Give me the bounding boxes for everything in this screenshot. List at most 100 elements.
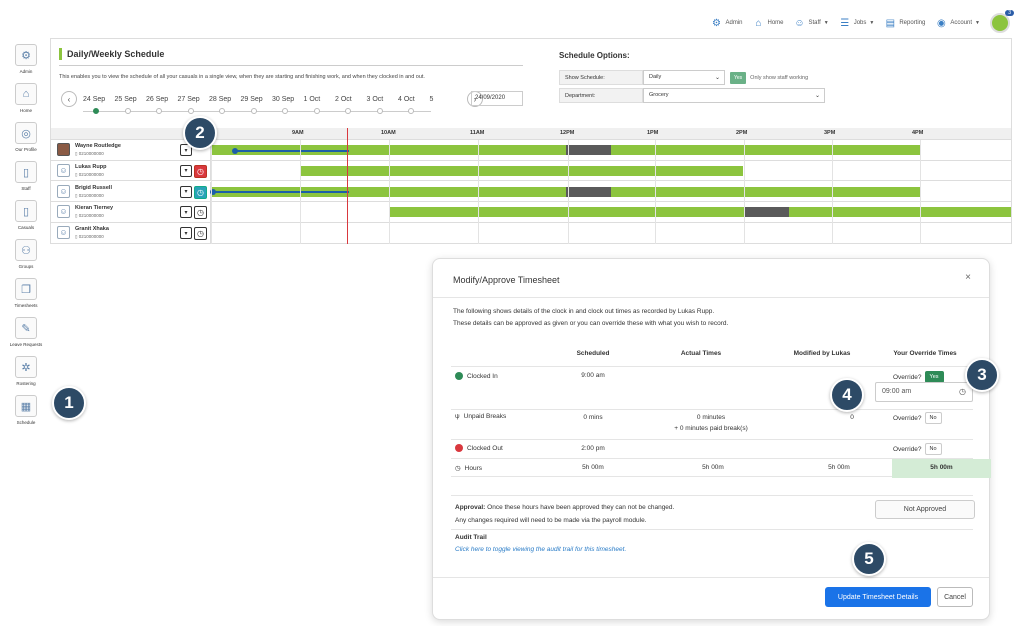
- sidebar-item-schedule[interactable]: ▦ Schedule: [6, 395, 46, 434]
- date-item[interactable]: 26 Sep: [146, 95, 169, 103]
- prev-date-button[interactable]: ‹: [61, 91, 77, 107]
- date-item[interactable]: 28 Sep: [209, 95, 232, 103]
- date-item[interactable]: 2 Oct: [335, 95, 352, 103]
- date-item[interactable]: 30 Sep: [272, 95, 295, 103]
- shift-bar[interactable]: [211, 145, 566, 155]
- staff-name[interactable]: Brigid Russell: [75, 184, 112, 191]
- nav-account[interactable]: ◉ Account ▼: [936, 17, 980, 29]
- staff-dropdown-button[interactable]: ▾: [180, 206, 192, 219]
- hour-label: 3PM: [824, 130, 836, 136]
- show-schedule-select[interactable]: Daily ⌄: [643, 70, 725, 85]
- date-dot[interactable]: [345, 108, 351, 114]
- break-bar[interactable]: [566, 145, 611, 155]
- sidebar-item-home[interactable]: ⌂ Home: [6, 83, 46, 122]
- divider: [451, 495, 973, 496]
- date-dot[interactable]: [282, 108, 288, 114]
- date-item[interactable]: 24 Sep: [83, 95, 106, 103]
- shift-bar[interactable]: [611, 145, 921, 155]
- staff-cell: ☺ Brigid Russell ▯ 0210000000 ▾ ◷: [51, 181, 211, 202]
- date-item[interactable]: 3 Oct: [366, 95, 384, 103]
- date-input[interactable]: 24/09/2020: [471, 91, 523, 106]
- date-item[interactable]: 1 Oct: [303, 95, 321, 103]
- callout-1: 1: [52, 386, 86, 420]
- staff-name[interactable]: Wayne Routledge: [75, 143, 121, 149]
- date-dot[interactable]: [156, 108, 162, 114]
- approval-status-button[interactable]: Not Approved: [875, 500, 975, 519]
- staff-dropdown-button[interactable]: ▾: [180, 164, 192, 177]
- avatar: ☺: [57, 226, 70, 240]
- date-dot[interactable]: [376, 108, 383, 114]
- staff-phone-number: 0210000000: [78, 151, 104, 156]
- date-dot[interactable]: [408, 108, 414, 114]
- nav-reporting[interactable]: ▤ Reporting: [885, 17, 926, 29]
- nav-home[interactable]: ⌂ Home: [753, 17, 783, 29]
- date-item[interactable]: 4 Oct: [398, 95, 415, 103]
- nav-staff[interactable]: ☺ Staff ▼: [794, 17, 829, 29]
- break-bar[interactable]: [744, 207, 789, 218]
- shift-bar[interactable]: [211, 186, 566, 197]
- timesheet-clock-button[interactable]: ◷: [194, 227, 207, 241]
- admin-icon: ⚙: [712, 17, 721, 29]
- date-dot[interactable]: [187, 108, 194, 114]
- staff-phone-number: 0210000000: [78, 171, 104, 177]
- staff-cell: ☺ Kieran Tierney ▯ 0210000000 ▾ ◷: [51, 202, 211, 222]
- staff-dropdown-button[interactable]: ▾: [180, 227, 192, 240]
- override-toggle[interactable]: No: [924, 412, 942, 424]
- override-toggle[interactable]: No: [924, 443, 942, 455]
- date-dot[interactable]: [124, 108, 131, 114]
- timesheet-clock-button[interactable]: ◷: [194, 206, 207, 220]
- date-dot[interactable]: [313, 108, 320, 114]
- sidebar-item-our-profile[interactable]: ◎ Our Profile: [6, 122, 46, 161]
- staff-name[interactable]: Lukas Rupp: [75, 163, 107, 170]
- staff-cell: ☺ Granit Xhaka ▯ 0210000000 ▾ ◷: [51, 223, 211, 243]
- header-override: Your Override Times: [893, 350, 957, 357]
- sidebar-item-rostering[interactable]: ✲ Rostering: [6, 356, 46, 395]
- hour-label: 2PM: [736, 130, 748, 136]
- home-icon: ⌂: [755, 17, 762, 29]
- staff-phone-number: 0210000000: [78, 192, 104, 198]
- date-item[interactable]: 29 Sep: [240, 95, 263, 103]
- sidebar-item-admin[interactable]: ⚙ Admin: [6, 44, 46, 83]
- nav-jobs[interactable]: ☰ Jobs ▼: [840, 17, 875, 29]
- timesheet-clock-button[interactable]: ◷: [194, 164, 207, 178]
- staff-dropdown-button[interactable]: ▾: [180, 185, 192, 198]
- avatar: ☺: [57, 205, 70, 219]
- sidebar-item-casuals[interactable]: ▯ Casuals: [6, 200, 46, 239]
- sidebar-item-leave-requests[interactable]: ✎ Leave Requests: [6, 317, 46, 356]
- user-avatar[interactable]: 3: [990, 10, 1014, 33]
- modal-description-1: The following shows details of the clock…: [453, 308, 715, 315]
- shift-bar[interactable]: [389, 207, 744, 218]
- audit-trail-title: Audit Trail: [455, 534, 487, 541]
- shift-bar[interactable]: [300, 165, 743, 176]
- shift-bar[interactable]: [789, 207, 1011, 218]
- date-dot[interactable]: [250, 108, 257, 114]
- timesheet-clock-button[interactable]: ◷: [194, 185, 207, 199]
- update-timesheet-button[interactable]: Update Timesheet Details: [825, 587, 931, 607]
- current-time-line: [347, 128, 348, 244]
- department-select[interactable]: Grocery ⌄: [643, 88, 825, 103]
- only-working-label: Only show staff working: [750, 74, 809, 81]
- grid-line: [920, 140, 921, 244]
- phone-icon: ▯: [75, 151, 79, 156]
- date-dot[interactable]: [219, 108, 225, 114]
- date-item[interactable]: 27 Sep: [177, 95, 200, 103]
- cancel-button[interactable]: Cancel: [937, 587, 973, 607]
- nav-admin[interactable]: ⚙ Admin: [712, 17, 743, 29]
- date-dot[interactable]: [93, 108, 99, 114]
- break-bar[interactable]: [566, 186, 611, 197]
- chevron-down-icon: ⌄: [714, 75, 720, 81]
- audit-trail-link[interactable]: Click here to toggle viewing the audit t…: [455, 546, 627, 553]
- date-item[interactable]: 25 Sep: [114, 95, 137, 103]
- sidebar-item-timesheets[interactable]: ❐ Timesheets: [6, 278, 46, 317]
- sidebar-item-staff[interactable]: ▯ Staff: [6, 161, 46, 200]
- date-item[interactable]: 5: [429, 95, 434, 103]
- only-working-toggle[interactable]: Yes: [730, 71, 747, 84]
- staff-name[interactable]: Granit Xhaka: [75, 226, 109, 233]
- staff-name[interactable]: Kieran Tierney: [75, 205, 114, 212]
- header-scheduled: Scheduled: [576, 350, 610, 357]
- override-time-input[interactable]: 09:00 am ◷: [875, 382, 973, 402]
- staff-dropdown-button[interactable]: ▾: [180, 144, 192, 156]
- close-icon[interactable]: ×: [965, 272, 971, 283]
- shift-bar[interactable]: [611, 186, 921, 197]
- sidebar-item-groups[interactable]: ⚇ Groups: [6, 239, 46, 278]
